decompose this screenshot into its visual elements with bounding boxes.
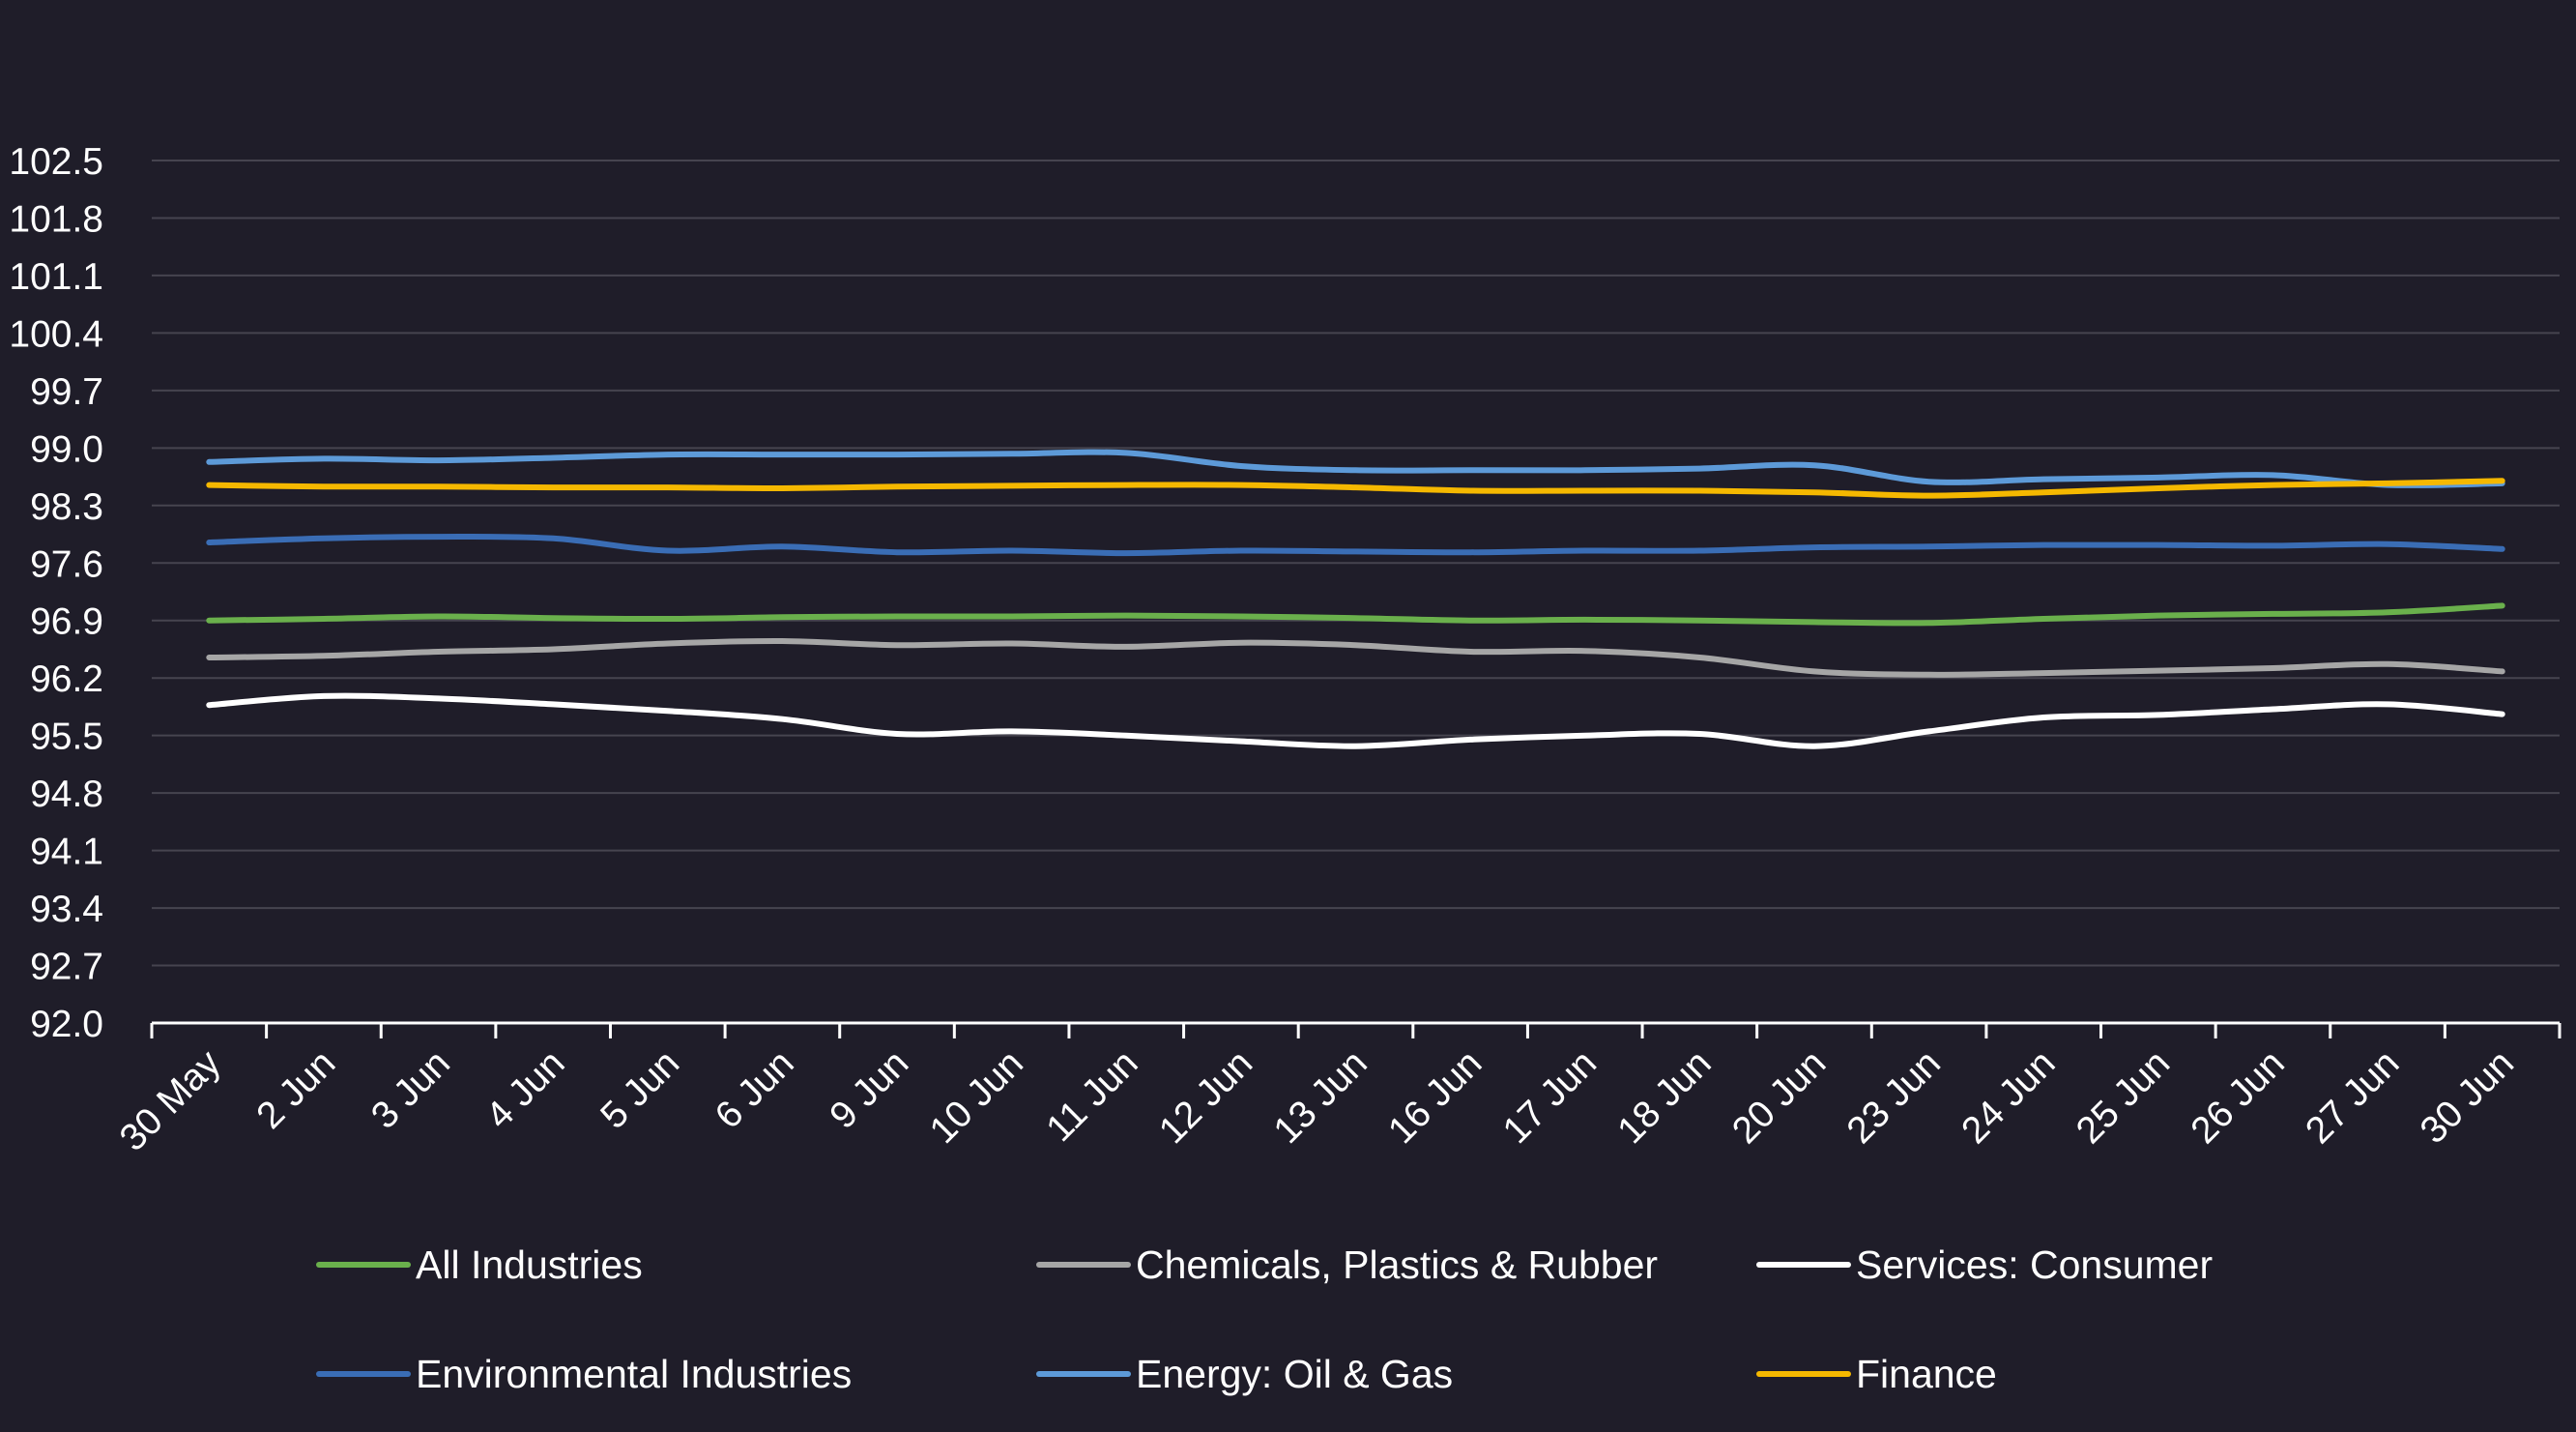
y-tick-label: 99.0 xyxy=(30,428,103,470)
series-line-all-industries xyxy=(206,602,2505,627)
series-line-energy-oil-gas xyxy=(206,449,2505,488)
x-tick-label: 18 Jun xyxy=(1610,1042,1720,1152)
x-tick-label: 10 Jun xyxy=(922,1042,1031,1152)
y-tick-label: 101.8 xyxy=(9,198,103,240)
x-tick-label: 13 Jun xyxy=(1266,1042,1375,1152)
legend-label-energy-oil-gas: Energy: Oil & Gas xyxy=(1136,1352,1453,1396)
y-tick-label: 101.1 xyxy=(9,256,103,298)
x-axis: 30 May 2 Jun 3 Jun 4 Jun 5 Jun 6 Jun 9 Jun 10 J… xyxy=(112,1021,2562,1159)
y-axis: 102.5 101.8 101.1 100.4 99.7 99.0 98.3 97.6 96.9… xyxy=(9,141,103,1045)
y-tick-label: 98.3 xyxy=(30,486,103,528)
y-tick-label: 92.0 xyxy=(30,1004,103,1045)
x-tick-label: 24 Jun xyxy=(1954,1042,2063,1152)
x-tick-label: 30 May xyxy=(112,1042,229,1159)
y-tick-label: 96.9 xyxy=(30,601,103,643)
x-tick-label: 4 Jun xyxy=(478,1042,573,1137)
series-line-environmental-industries xyxy=(206,534,2505,557)
y-tick-label: 96.2 xyxy=(30,658,103,700)
y-tick-label: 94.1 xyxy=(30,832,103,873)
legend: All Industries Chemicals, Plastics & Rubb… xyxy=(316,1242,2213,1396)
series-line-services-consumer xyxy=(206,692,2505,749)
x-tick-label: 20 Jun xyxy=(1724,1042,1834,1152)
x-tick-label: 11 Jun xyxy=(1038,1042,1145,1150)
x-tick-label: 9 Jun xyxy=(823,1042,917,1137)
x-tick-label: 25 Jun xyxy=(2069,1042,2178,1152)
x-tick-label: 30 Jun xyxy=(2413,1042,2522,1152)
y-tick-label: 92.7 xyxy=(30,947,103,988)
legend-label-finance: Finance xyxy=(1856,1352,1997,1396)
y-tick-label: 102.5 xyxy=(9,141,103,183)
series-line-finance xyxy=(206,478,2505,499)
x-tick-label: 26 Jun xyxy=(2184,1042,2293,1152)
x-tick-label: 12 Jun xyxy=(1151,1042,1260,1152)
series-line-chemicals-plastics-rubber xyxy=(206,637,2505,678)
x-tick-label: 6 Jun xyxy=(708,1042,802,1137)
legend-label-environmental-industries: Environmental Industries xyxy=(416,1352,852,1396)
x-tick-label: 3 Jun xyxy=(363,1042,458,1137)
legend-label-all-industries: All Industries xyxy=(416,1242,643,1287)
gridlines xyxy=(152,160,2560,967)
x-tick-label: 27 Jun xyxy=(2298,1042,2407,1152)
y-tick-label: 93.4 xyxy=(30,889,103,930)
x-tick-label: 2 Jun xyxy=(248,1042,343,1137)
y-tick-label: 97.6 xyxy=(30,543,103,585)
x-tick-label: 16 Jun xyxy=(1380,1042,1490,1152)
y-tick-label: 94.8 xyxy=(30,774,103,815)
series-lines xyxy=(206,449,2505,749)
legend-label-services-consumer: Services: Consumer xyxy=(1856,1242,2213,1287)
legend-label-chemicals-plastics-rubber: Chemicals, Plastics & Rubber xyxy=(1136,1242,1658,1287)
y-tick-label: 95.5 xyxy=(30,716,103,758)
x-tick-label: 17 Jun xyxy=(1495,1042,1605,1152)
x-tick-label: 5 Jun xyxy=(593,1042,687,1137)
y-tick-label: 99.7 xyxy=(30,371,103,413)
x-tick-label: 23 Jun xyxy=(1839,1042,1949,1152)
y-tick-label: 100.4 xyxy=(9,313,103,355)
